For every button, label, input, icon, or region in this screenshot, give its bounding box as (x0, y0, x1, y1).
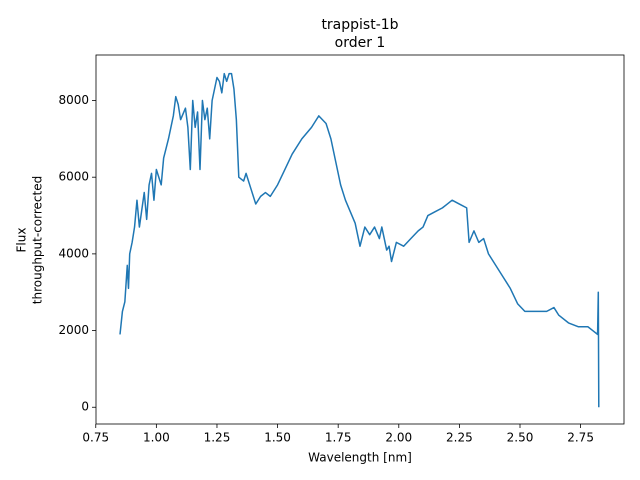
x-tick-label: 0.75 (82, 431, 109, 445)
y-tick-label: 4000 (58, 246, 89, 260)
axes-frame (95, 54, 625, 425)
x-tick-label: 2.75 (567, 431, 594, 445)
x-axis-label: Wavelength [nm] (308, 451, 412, 465)
chart-title: trappist-1b (321, 17, 398, 33)
data-line (119, 72, 600, 408)
y-axis-label: throughput-corrected (31, 176, 45, 304)
y-tick-label: 2000 (58, 323, 89, 337)
y-tick-label: 8000 (58, 93, 89, 107)
y-tick-label: 0 (81, 400, 89, 414)
x-tick-label: 1.25 (204, 431, 231, 445)
x-tick-label: 1.75 (325, 431, 352, 445)
chart-subtitle: order 1 (335, 35, 386, 51)
x-tick-label: 2.00 (385, 431, 412, 445)
x-tick-label: 1.50 (264, 431, 291, 445)
y-axis-label: Flux (15, 228, 29, 253)
x-tick-label: 1.00 (143, 431, 170, 445)
x-tick-label: 2.50 (507, 431, 534, 445)
y-tick-label: 6000 (58, 170, 89, 184)
x-tick-label: 2.25 (446, 431, 473, 445)
